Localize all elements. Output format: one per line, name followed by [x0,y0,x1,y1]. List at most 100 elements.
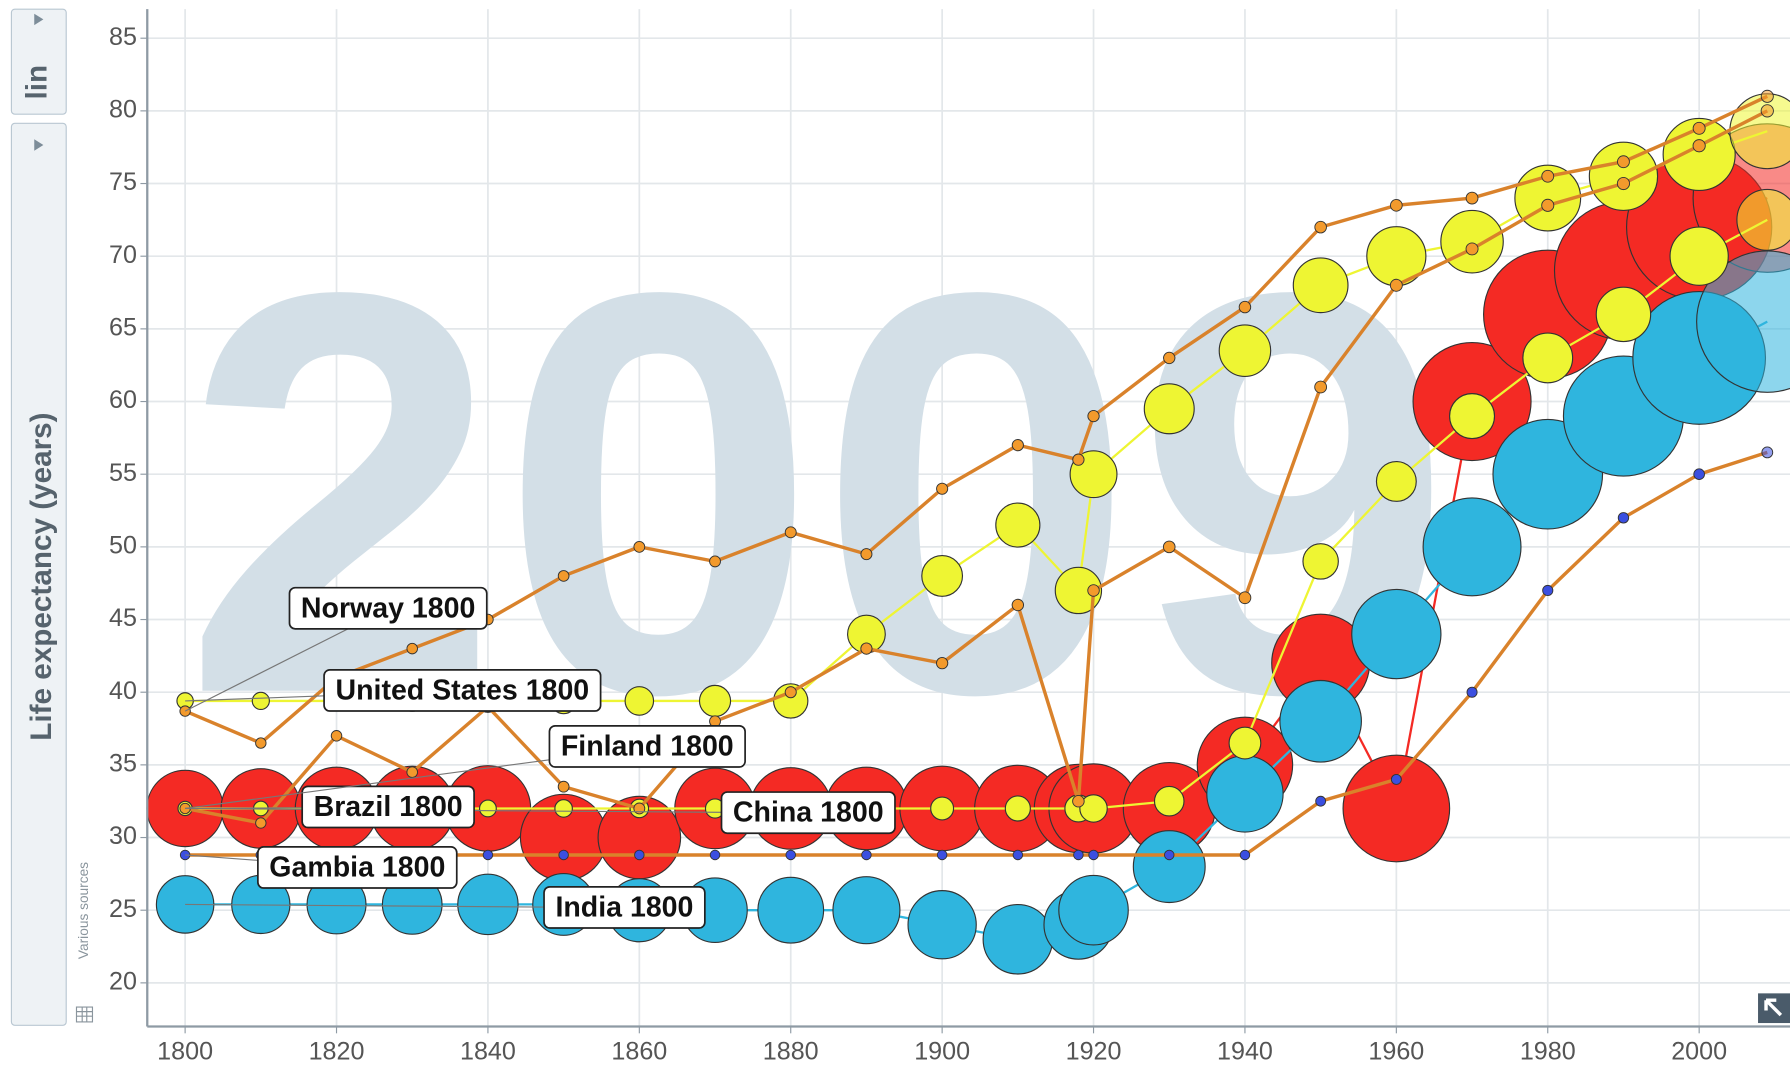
bubble [557,570,570,582]
label-box [720,791,896,835]
bubble [482,849,494,861]
label-box [257,846,458,889]
bubble [936,849,948,861]
x-tick-label: 1820 [309,1037,365,1065]
bubble [1088,849,1099,861]
bubble [633,540,646,553]
bubble [930,796,955,821]
series-label: China 1800 [185,791,896,835]
bubble [1011,439,1024,452]
bubble [1279,679,1362,763]
bubble [1292,257,1349,314]
y-axis-selector[interactable] [10,122,67,1026]
series-label: Finland 1800 [185,724,746,810]
bubble [251,691,270,711]
bubble [1218,324,1272,377]
label-box [288,586,488,630]
bubble [1693,468,1705,481]
source-note: Various sources [76,862,91,959]
bubble [1390,199,1403,212]
y-tick-label: 60 [109,386,137,414]
bubble [1238,591,1252,605]
bubble [936,657,949,670]
y-tick-label: 25 [109,895,137,923]
bubble [1342,754,1451,863]
bubble [1595,286,1652,343]
bubble [1696,250,1790,393]
bubble [784,686,797,699]
series-label: United States 1800 [185,669,602,712]
label-box [301,785,475,829]
bubble [1238,300,1252,314]
bubble [558,849,569,861]
bubble [860,642,873,655]
bubble [861,849,872,861]
bubble [1389,278,1403,292]
label-text: Norway 1800 [301,592,475,624]
bubble [1132,830,1206,904]
table-icon[interactable] [75,1006,94,1023]
bubble [1004,795,1031,822]
bubble [1315,795,1327,807]
bubble [1351,588,1442,680]
bubble [1541,198,1555,212]
bubble [1314,380,1328,394]
bubble [624,686,655,716]
bubble [709,555,721,568]
bubble [1164,849,1175,861]
x-tick-label: 1960 [1368,1037,1424,1065]
bubble [1465,242,1479,256]
expand-button[interactable] [1758,993,1790,1024]
label-text: Finland 1800 [561,730,734,762]
bubble [785,849,796,861]
bubble [1760,89,1774,103]
bubble [1143,383,1195,435]
y-tick-label: 20 [109,968,137,996]
bubble [1228,726,1262,760]
x-tick-label: 1920 [1066,1037,1122,1065]
x-tick-label: 1900 [914,1037,970,1065]
y-tick-label: 85 [109,23,137,51]
bubble [1465,191,1479,205]
bubble [1616,176,1631,191]
bubble [1541,169,1555,183]
bubble [478,799,497,818]
bubble [1390,773,1402,785]
bubble [634,849,645,861]
series-label: India 1800 [185,885,706,929]
bubble [1617,155,1630,169]
bubble [1239,849,1251,861]
y-tick-label: 55 [109,459,137,487]
bubble [1087,584,1100,597]
x-tick-label: 2000 [1671,1037,1727,1065]
bubble [406,642,418,655]
bubble [1542,584,1554,597]
label-text: Brazil 1800 [314,791,463,823]
bubble [1162,540,1176,554]
y-tick-label: 75 [109,168,137,196]
bubble [330,730,343,742]
bubble [1087,409,1100,423]
bubble [1072,453,1085,466]
bubble [773,683,809,719]
scale-button[interactable] [10,8,67,115]
bubble [1761,446,1774,459]
y-tick-label: 50 [109,532,137,560]
bubble [1588,141,1659,211]
bubble [709,849,721,861]
label-text: United States 1800 [335,674,589,706]
y-tick-label: 40 [109,677,137,705]
bubble [936,482,949,495]
x-tick-label: 1880 [763,1037,819,1065]
bubble [1760,104,1774,118]
bubble [921,555,964,597]
bubble [1449,393,1496,440]
y-tick-label: 70 [109,241,137,269]
arrow-icon [34,13,44,26]
x-tick-label: 1980 [1520,1037,1576,1065]
label-text: India 1800 [555,891,693,923]
leader-line [185,807,809,814]
bubble [1669,226,1729,286]
bubble [832,876,901,945]
